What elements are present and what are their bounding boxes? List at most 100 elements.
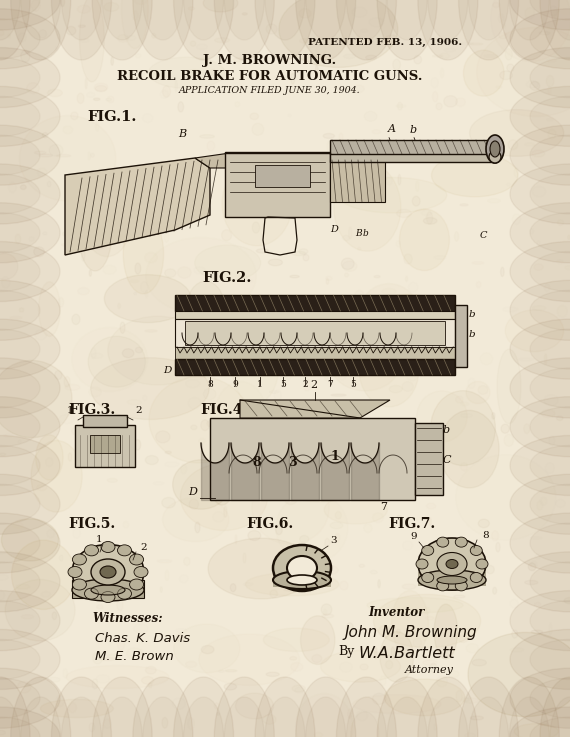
Ellipse shape — [11, 540, 75, 609]
Ellipse shape — [439, 411, 499, 488]
Ellipse shape — [214, 0, 274, 60]
Ellipse shape — [510, 629, 570, 689]
Ellipse shape — [100, 566, 116, 578]
Text: Attorney: Attorney — [405, 665, 454, 675]
Ellipse shape — [0, 562, 40, 602]
Ellipse shape — [296, 0, 356, 60]
Ellipse shape — [437, 581, 449, 591]
Text: 8: 8 — [482, 531, 488, 540]
Text: 9: 9 — [232, 380, 238, 389]
Ellipse shape — [470, 110, 564, 156]
Ellipse shape — [287, 556, 317, 580]
Text: 1: 1 — [96, 535, 103, 544]
Ellipse shape — [271, 451, 369, 502]
Ellipse shape — [143, 697, 183, 737]
Ellipse shape — [214, 677, 274, 737]
Ellipse shape — [2, 519, 59, 561]
Ellipse shape — [455, 581, 467, 591]
Ellipse shape — [184, 697, 223, 737]
Ellipse shape — [499, 0, 559, 60]
Ellipse shape — [510, 9, 570, 69]
Text: By: By — [338, 646, 355, 658]
Ellipse shape — [174, 677, 234, 737]
Ellipse shape — [0, 242, 60, 301]
Ellipse shape — [0, 290, 40, 330]
Ellipse shape — [62, 697, 101, 737]
Text: B: B — [178, 129, 186, 139]
Ellipse shape — [359, 333, 419, 407]
Ellipse shape — [104, 275, 191, 323]
Ellipse shape — [530, 174, 570, 214]
Ellipse shape — [31, 441, 82, 512]
Ellipse shape — [133, 677, 193, 737]
Text: D: D — [188, 487, 197, 497]
Ellipse shape — [530, 290, 570, 330]
Text: D: D — [163, 366, 172, 375]
Text: 3: 3 — [288, 456, 296, 469]
Polygon shape — [195, 153, 232, 168]
Text: 2: 2 — [135, 406, 141, 415]
Ellipse shape — [231, 323, 279, 404]
Ellipse shape — [540, 677, 570, 737]
Ellipse shape — [79, 192, 112, 271]
Ellipse shape — [222, 161, 292, 245]
Ellipse shape — [377, 677, 437, 737]
Ellipse shape — [466, 382, 490, 404]
Text: 2: 2 — [140, 543, 146, 552]
Ellipse shape — [509, 697, 549, 737]
Ellipse shape — [0, 677, 30, 737]
Text: b: b — [443, 425, 450, 435]
Bar — [330, 140, 495, 154]
Ellipse shape — [510, 590, 570, 651]
Ellipse shape — [129, 554, 144, 565]
Ellipse shape — [347, 0, 386, 40]
Bar — [175, 347, 455, 359]
Ellipse shape — [0, 135, 40, 175]
Ellipse shape — [36, 435, 63, 480]
Ellipse shape — [455, 537, 467, 547]
Ellipse shape — [459, 677, 519, 737]
Ellipse shape — [510, 319, 570, 379]
Ellipse shape — [530, 562, 570, 602]
Ellipse shape — [117, 545, 132, 556]
Ellipse shape — [133, 0, 193, 60]
Ellipse shape — [0, 629, 60, 689]
Text: FIG.1.: FIG.1. — [87, 110, 136, 124]
Ellipse shape — [550, 0, 570, 40]
Text: RECOIL BRAKE FOR AUTOMATIC GUNS.: RECOIL BRAKE FOR AUTOMATIC GUNS. — [117, 69, 423, 83]
Ellipse shape — [469, 0, 508, 40]
Ellipse shape — [477, 27, 570, 116]
Bar — [185, 321, 445, 345]
Bar — [255, 165, 310, 187]
Ellipse shape — [129, 579, 144, 590]
Ellipse shape — [19, 116, 116, 201]
Ellipse shape — [530, 601, 570, 640]
Ellipse shape — [486, 135, 504, 163]
Ellipse shape — [0, 358, 60, 418]
Ellipse shape — [265, 0, 305, 40]
Text: 3: 3 — [330, 536, 337, 545]
Text: 8: 8 — [252, 456, 260, 469]
Ellipse shape — [510, 436, 570, 495]
Ellipse shape — [287, 575, 317, 585]
Ellipse shape — [367, 598, 463, 613]
Ellipse shape — [510, 125, 570, 185]
Ellipse shape — [431, 391, 495, 466]
Ellipse shape — [0, 445, 40, 486]
Ellipse shape — [353, 695, 441, 713]
Text: J. M. BROWNING.: J. M. BROWNING. — [203, 54, 337, 66]
Ellipse shape — [39, 282, 60, 336]
Ellipse shape — [102, 0, 142, 40]
Ellipse shape — [0, 280, 60, 340]
Bar — [175, 319, 455, 347]
Text: 7: 7 — [327, 380, 333, 389]
Ellipse shape — [530, 329, 570, 369]
Ellipse shape — [186, 281, 225, 335]
Ellipse shape — [334, 164, 401, 251]
Ellipse shape — [530, 18, 570, 59]
Text: John M. Browning: John M. Browning — [345, 626, 478, 640]
Bar — [415, 423, 443, 495]
Ellipse shape — [422, 545, 434, 556]
Ellipse shape — [0, 18, 40, 59]
Bar — [330, 160, 385, 202]
